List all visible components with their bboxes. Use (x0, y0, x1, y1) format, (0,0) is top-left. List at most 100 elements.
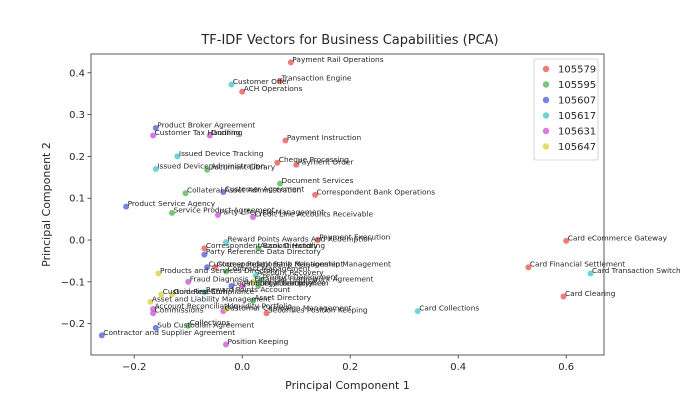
point-label: Cheque Processing (279, 155, 349, 164)
data-point (158, 291, 165, 298)
x-axis-label: Principal Component 1 (285, 379, 410, 392)
point-label: Customer Campaign Management (225, 304, 352, 313)
data-point (223, 239, 229, 246)
point-label: Document Library (209, 162, 276, 171)
data-point (98, 332, 105, 339)
data-point (263, 310, 270, 317)
data-point (252, 272, 259, 279)
data-point (314, 237, 321, 244)
point-label: Legal Entity Directory (233, 279, 314, 288)
data-point (201, 245, 208, 252)
point-label: Products and Services Directory (160, 266, 279, 275)
point-label: Contract Management (228, 264, 311, 273)
legend-marker (542, 96, 550, 104)
y-tick-label: 0.1 (69, 194, 85, 205)
data-point (255, 283, 262, 290)
point-label: Correspondent Bank Operations (317, 187, 436, 196)
point-label: Fraud Diagnosis (190, 274, 249, 283)
legend-entry: 105595 (558, 80, 596, 91)
point-label: Product Service Agency (128, 199, 216, 208)
data-point (274, 159, 281, 166)
point-label: Financial Framework Agreement (255, 274, 374, 283)
chart-title: TF-IDF Vectors for Business Capabilities… (200, 33, 498, 48)
y-tick-label: 0.3 (69, 110, 85, 121)
point-label: Customer Agreement (225, 184, 304, 193)
axis-ticks: −0.2 0.0 0.2 0.4 0.6 −0.2 −0.1 0.0 0.1 0.2 0.3 0.4 (61, 68, 574, 373)
point-label: Custom Research (163, 287, 228, 296)
legend: 105579 105595 105607 105617 105631 105647 (533, 58, 599, 161)
legend-marker (542, 81, 550, 88)
data-point (277, 78, 283, 85)
data-point (277, 180, 283, 187)
y-tick-label: −0.1 (61, 277, 85, 288)
data-point (414, 308, 421, 315)
point-label: Product Inventory Item (244, 279, 329, 288)
point-label: Position Keeping (228, 337, 289, 346)
plot-area (90, 53, 605, 356)
data-point (155, 270, 162, 277)
data-point (250, 214, 256, 221)
point-label: Sub Custodian Agreement (157, 320, 254, 329)
x-tick-label: 0.4 (450, 362, 466, 373)
point-label: Payment Order (298, 157, 355, 166)
point-label: Commissions (155, 306, 204, 315)
data-point (150, 310, 157, 317)
x-tick-label: 0.0 (234, 362, 250, 373)
point-label: Contractor and Supplier Agreement (103, 328, 235, 337)
data-point (185, 322, 192, 329)
point-label: Liquidity Portfolio (228, 302, 293, 311)
legend-entry: 105579 (558, 65, 596, 76)
data-point (239, 283, 246, 290)
point-label: Issued Device Administration (157, 161, 265, 170)
legend-marker (542, 143, 550, 150)
legend-marker (542, 112, 550, 119)
data-point (560, 293, 567, 300)
data-point (228, 81, 235, 88)
point-label: Party Lifecycle Management (219, 207, 324, 216)
data-point (282, 137, 289, 144)
point-label: Card eCommerce Gateway (568, 233, 668, 242)
point-label: Correspondent Bank Relationship Manageme… (217, 260, 391, 269)
point-label: Product Deployment (263, 272, 339, 281)
data-point (220, 188, 227, 195)
data-point (201, 251, 208, 258)
point-label: Customer Relationship Management (209, 260, 344, 269)
data-point (223, 268, 229, 275)
y-tick-label: −0.2 (61, 319, 85, 330)
point-labels: Payment Rail Operations Transaction Engin… (103, 55, 680, 346)
point-label: Payment Rail Operations (292, 55, 383, 64)
point-label: Card Financial Settlement (530, 260, 625, 269)
data-point (250, 297, 256, 304)
point-label: Party Reference Data Directory (206, 247, 322, 256)
data-point (525, 264, 532, 271)
legend-entry: 105617 (558, 111, 596, 122)
legend-marker (542, 65, 550, 73)
data-point (150, 132, 157, 139)
point-label: Credit Line Accounts Receivable (255, 210, 374, 219)
data-point (563, 237, 570, 244)
y-tick-label: 0.2 (69, 152, 85, 163)
point-label: Issued Device Tracking (179, 149, 264, 158)
data-point (293, 161, 300, 168)
data-point (169, 209, 175, 216)
legend-entry: 105647 (558, 142, 596, 153)
data-point (250, 278, 256, 285)
legend-entry: 105607 (558, 96, 596, 107)
point-label: Product Broker Agreement (157, 120, 255, 129)
data-point (185, 278, 192, 285)
point-label: Service Product Agreement (174, 205, 275, 214)
data-point (123, 203, 130, 210)
data-point (204, 166, 211, 173)
data-point (228, 283, 235, 290)
point-label: Customer Tax Handling (155, 128, 241, 137)
point-label: Document Services (282, 176, 354, 185)
x-tick-label: 0.6 (558, 362, 574, 373)
y-tick-label: 0.4 (69, 68, 85, 79)
data-point (206, 132, 213, 139)
x-tick-label: 0.2 (342, 362, 358, 373)
data-point (239, 88, 246, 95)
data-point (147, 298, 154, 305)
data-point (212, 264, 219, 271)
data-point (204, 264, 211, 271)
data-points (98, 59, 594, 348)
